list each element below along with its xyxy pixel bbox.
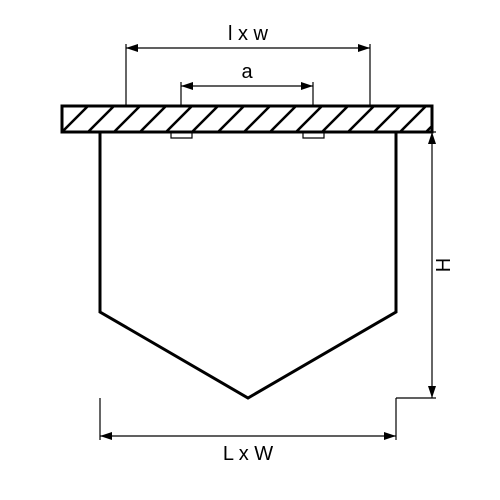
hatch-pattern (36, 106, 478, 132)
dim-label-LxW: L x W (223, 443, 273, 465)
body-outline (100, 132, 396, 398)
dim-label-H: H (433, 258, 455, 272)
technical-drawing: l x w a L x W H (0, 0, 500, 500)
dim-label-a: a (241, 61, 253, 83)
dim-label-lxw: l x w (228, 23, 269, 45)
